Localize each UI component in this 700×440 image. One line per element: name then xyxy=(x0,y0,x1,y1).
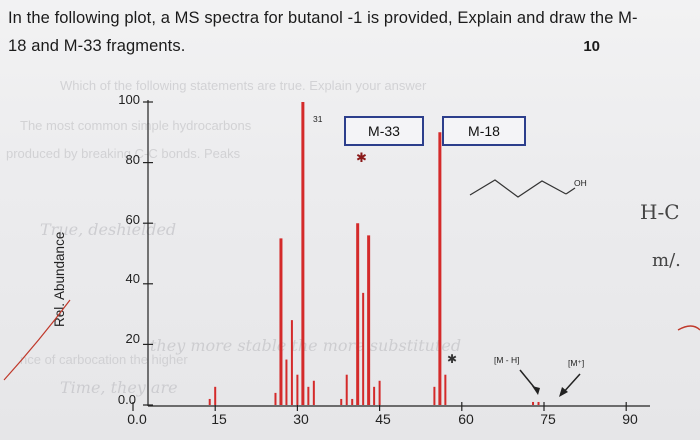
handwritten-note-1: H-C xyxy=(640,200,680,224)
hand-stroke-right xyxy=(677,325,700,331)
oh-bond xyxy=(565,187,576,195)
oh-label: OH xyxy=(574,178,587,188)
x-tick-label: 0.0 xyxy=(127,411,147,427)
butanol-structure-drawing xyxy=(469,179,576,198)
bleed-through-text: The most common simple hydrocarbons xyxy=(20,118,252,133)
x-tick-label: 45 xyxy=(375,411,391,427)
x-tick-label: 90 xyxy=(622,411,638,427)
arrow-m-plus-head xyxy=(559,387,568,397)
x-tick-label: 15 xyxy=(211,411,227,427)
chart-ticks xyxy=(132,101,627,411)
star-mark-m33: ✱ xyxy=(356,150,367,165)
bleed-through-text: True, deshielded xyxy=(40,220,177,239)
x-tick-label: 60 xyxy=(458,411,474,427)
x-tick-label: 30 xyxy=(293,411,309,427)
m18-annotation-box: M-18 xyxy=(442,116,526,146)
bleed-through-text: they more stable the more substituted xyxy=(150,336,462,355)
chart-axes xyxy=(147,100,650,407)
y-tick-label: 40 xyxy=(125,271,140,286)
annotation-arrows xyxy=(3,299,700,397)
chart-bars xyxy=(208,102,540,405)
bleed-through-text: produced by breaking C-C bonds. Peaks xyxy=(6,146,241,161)
y-tick-label: 0.0 xyxy=(117,392,136,407)
points-value: 10 xyxy=(583,38,600,55)
butanol-zigzag xyxy=(469,179,567,198)
m-minus-h-label: [M - H] xyxy=(494,355,520,365)
y-tick-label: 100 xyxy=(118,92,140,107)
hand-stroke xyxy=(3,299,71,381)
m-plus-label: [M⁺] xyxy=(568,358,585,368)
bleed-through-text: nce of carbocation the higher xyxy=(20,352,188,367)
y-tick-label: 20 xyxy=(125,331,140,346)
question-line-2: 18 and M-33 fragments. xyxy=(8,37,186,55)
m33-annotation-box: M-33 xyxy=(344,116,424,146)
arrow-m-minus-h-head xyxy=(532,386,540,395)
peak-31-label: 31 xyxy=(313,114,323,124)
y-tick-label: 80 xyxy=(125,152,140,167)
bleed-through-text: Which of the following statements are tr… xyxy=(60,78,427,93)
x-tick-label: 75 xyxy=(540,411,556,427)
y-tick-label: 60 xyxy=(125,212,140,227)
handwritten-note-2: m/. xyxy=(652,250,681,271)
question-line-1: In the following plot, a MS spectra for … xyxy=(8,9,638,27)
star-mark-m18: ✱ xyxy=(447,352,458,366)
